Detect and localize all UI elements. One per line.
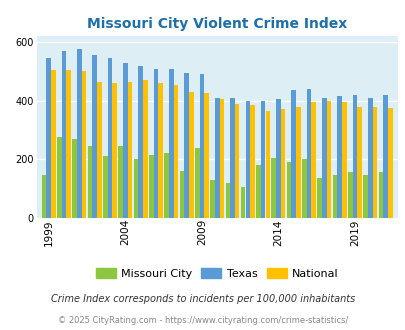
Bar	[362, 175, 367, 218]
Bar	[271, 158, 275, 218]
Bar	[47, 58, 51, 218]
Text: © 2025 CityRating.com - https://www.cityrating.com/crime-statistics/: © 2025 CityRating.com - https://www.city…	[58, 316, 347, 325]
Bar	[77, 50, 81, 218]
Bar	[168, 69, 173, 218]
Bar	[57, 137, 62, 218]
Bar	[249, 105, 254, 218]
Bar	[317, 178, 321, 218]
Bar	[51, 70, 55, 218]
Bar	[230, 98, 234, 218]
Text: Crime Index corresponds to incidents per 100,000 inhabitants: Crime Index corresponds to incidents per…	[51, 294, 354, 304]
Bar	[184, 73, 188, 218]
Bar	[240, 187, 245, 218]
Bar	[378, 172, 382, 218]
Bar	[326, 101, 330, 218]
Bar	[306, 89, 311, 218]
Bar	[194, 148, 199, 218]
Bar	[387, 108, 392, 218]
Bar	[118, 146, 123, 218]
Bar	[332, 175, 337, 218]
Bar	[295, 107, 300, 218]
Bar	[356, 107, 361, 218]
Bar	[42, 175, 46, 218]
Bar	[341, 102, 346, 218]
Bar	[62, 51, 66, 218]
Title: Missouri City Violent Crime Index: Missouri City Violent Crime Index	[87, 17, 347, 31]
Bar	[66, 70, 71, 218]
Bar	[199, 74, 204, 218]
Bar	[260, 101, 265, 218]
Legend: Missouri City, Texas, National: Missouri City, Texas, National	[91, 263, 342, 283]
Bar	[214, 98, 219, 218]
Bar	[352, 95, 356, 218]
Bar	[256, 165, 260, 218]
Bar	[112, 83, 117, 218]
Bar	[164, 153, 168, 218]
Bar	[225, 183, 230, 218]
Bar	[311, 102, 315, 218]
Bar	[179, 171, 184, 218]
Bar	[347, 172, 352, 218]
Bar	[138, 66, 143, 218]
Bar	[143, 80, 147, 218]
Bar	[128, 82, 132, 218]
Bar	[321, 98, 326, 218]
Bar	[153, 69, 158, 218]
Bar	[337, 96, 341, 218]
Bar	[103, 156, 107, 218]
Bar	[81, 71, 86, 218]
Bar	[372, 107, 376, 218]
Bar	[234, 104, 239, 218]
Bar	[245, 101, 249, 218]
Bar	[72, 139, 77, 218]
Bar	[280, 110, 285, 218]
Bar	[123, 63, 127, 218]
Bar	[87, 146, 92, 218]
Bar	[275, 99, 280, 218]
Bar	[367, 98, 372, 218]
Bar	[210, 180, 214, 218]
Bar	[382, 95, 387, 218]
Bar	[92, 55, 97, 218]
Bar	[149, 155, 153, 218]
Bar	[219, 99, 224, 218]
Bar	[133, 159, 138, 218]
Bar	[301, 159, 306, 218]
Bar	[97, 82, 101, 218]
Bar	[158, 83, 162, 218]
Bar	[188, 92, 193, 218]
Bar	[204, 93, 208, 218]
Bar	[286, 162, 291, 218]
Bar	[265, 111, 269, 218]
Bar	[291, 90, 295, 218]
Bar	[107, 58, 112, 218]
Bar	[173, 84, 178, 218]
